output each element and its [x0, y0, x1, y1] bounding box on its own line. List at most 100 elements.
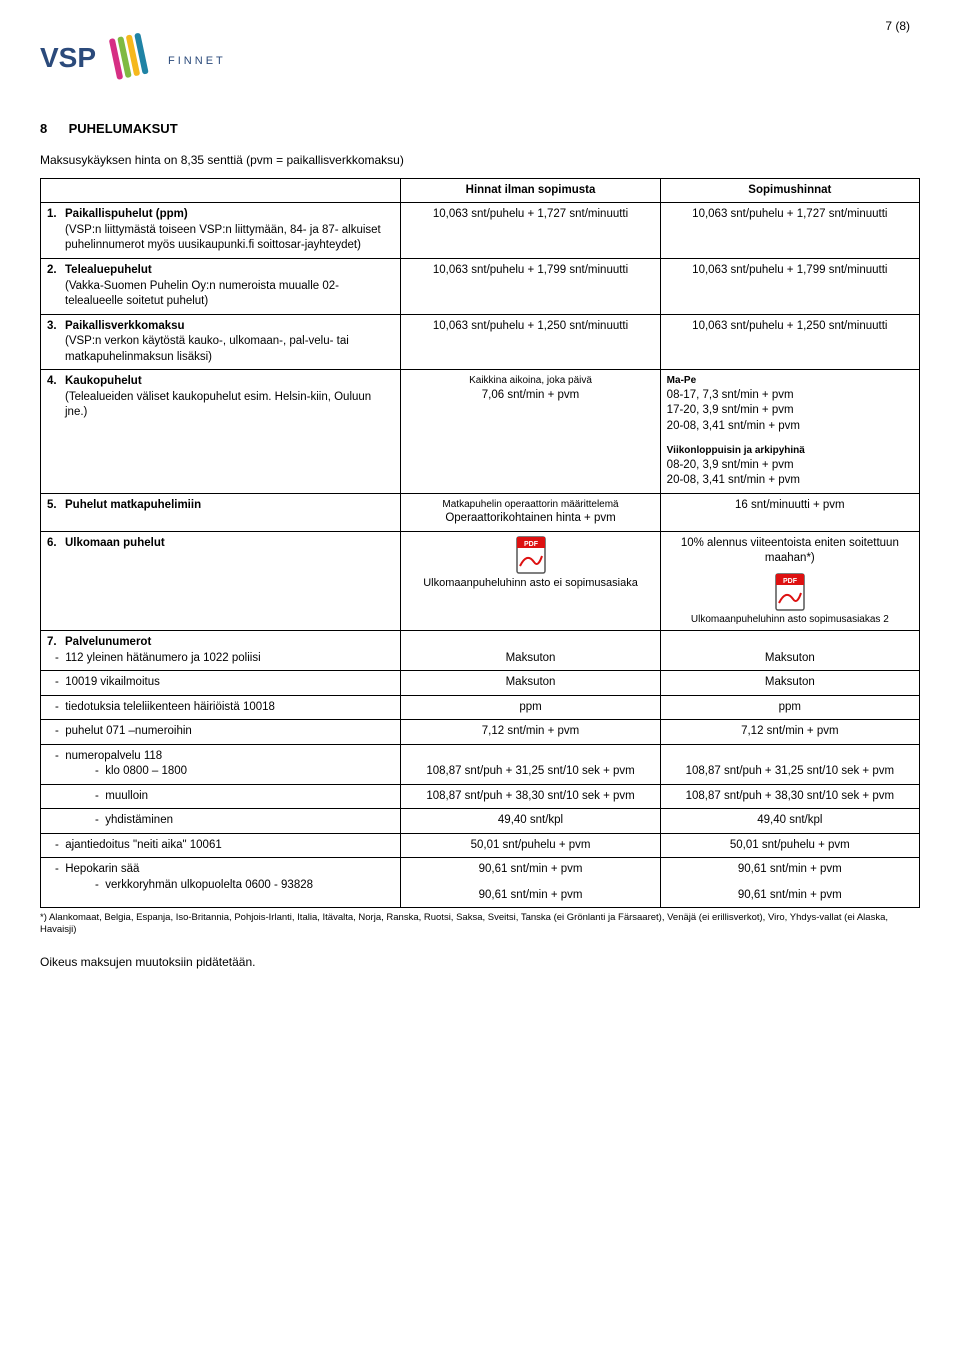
row-number: 2. — [47, 263, 65, 310]
list-item-label: numeropalvelu 118 — [65, 750, 162, 762]
intro-text: Maksusykäyksen hinta on 8,35 senttiä (pv… — [40, 152, 920, 168]
list-item-right: 7,12 snt/min + pvm — [660, 720, 919, 745]
row-right: 16 snt/minuutti + pvm — [660, 493, 919, 531]
list-item-label: Hepokarin sää — [65, 863, 139, 875]
footnote: *) Alankomaat, Belgia, Espanja, Iso-Brit… — [40, 912, 920, 936]
sub-item-mid: 108,87 snt/puh + 31,25 snt/10 sek + pvm — [401, 744, 660, 784]
list-item-mid: 7,12 snt/min + pvm — [401, 720, 660, 745]
row-number: 7. — [47, 635, 65, 651]
sub-item-right: 108,87 snt/puh + 31,25 snt/10 sek + pvm — [660, 744, 919, 784]
row-right-a: 08-17, 7,3 snt/min + pvm 17-20, 3,9 snt/… — [667, 388, 913, 435]
list-item-label: 112 yleinen hätänumero ja 1022 poliisi — [65, 652, 260, 664]
row-desc: (Telealueiden väliset kaukopuhelut esim.… — [65, 391, 371, 419]
sub-item-right: 108,87 snt/puh + 38,30 snt/10 sek + pvm — [660, 784, 919, 809]
row-number: 1. — [47, 207, 65, 254]
list-item-mid: Maksuton — [401, 631, 660, 671]
row-desc: (VSP:n liittymästä toiseen VSP:n liittym… — [65, 224, 381, 252]
pdf-icon: PDF — [773, 573, 807, 611]
sub-item-right: 49,40 snt/kpl — [660, 809, 919, 834]
row-mid: 10,063 snt/puhelu + 1,727 snt/minuutti — [401, 203, 660, 259]
row-mid: Operaattorikohtainen hinta + pvm — [407, 511, 653, 527]
table-row: 1. Paikallispuhelut (ppm) (VSP:n liittym… — [41, 203, 920, 259]
logo-glyph-icon — [104, 30, 156, 86]
row-title: Puhelut matkapuhelimiin — [65, 498, 394, 514]
section-title: PUHELUMAKSUT — [69, 120, 178, 138]
row-title: Kaukopuhelut — [65, 375, 142, 387]
section-heading: 8 PUHELUMAKSUT — [40, 120, 920, 138]
header-desc — [41, 178, 401, 203]
row-title: Paikallisverkkomaksu — [65, 320, 185, 332]
row-mid: 10,063 snt/puhelu + 1,250 snt/minuutti — [401, 314, 660, 370]
logo: VSP FINNET — [40, 30, 920, 86]
table-row: 4. Kaukopuhelut (Telealueiden väliset ka… — [41, 370, 920, 494]
row-number: 6. — [47, 536, 65, 552]
list-item-label: 10019 vikailmoitus — [65, 676, 160, 688]
list-item-label: puhelut 071 –numeroihin — [65, 725, 192, 737]
svg-text:PDF: PDF — [783, 578, 798, 585]
list-item-right: Maksuton — [660, 631, 919, 671]
sub-item-mid: 49,40 snt/kpl — [401, 809, 660, 834]
row-title: Ulkomaan puhelut — [65, 536, 394, 552]
list-item-mid: 50,01 snt/puhelu + pvm — [401, 833, 660, 858]
row-number: 3. — [47, 319, 65, 366]
row-right: 10,063 snt/puhelu + 1,799 snt/minuutti — [660, 258, 919, 314]
row-title: Palvelunumerot — [65, 635, 394, 651]
page-number: 7 (8) — [885, 18, 910, 34]
row-right-small-b: Viikonloppuisin ja arkipyhinä — [667, 444, 913, 458]
list-item-mid: 90,61 snt/min + pvm — [407, 862, 653, 878]
closing-text: Oikeus maksujen muutoksiin pidätetään. — [40, 954, 920, 970]
list-item-label: ajantiedoitus "neiti aika" 10061 — [65, 839, 222, 851]
row-right-small-a: Ma-Pe — [667, 374, 913, 388]
sub-item-label: muulloin — [105, 790, 148, 802]
list-item-label: tiedotuksia teleliikenteen häiriöistä 10… — [65, 701, 275, 713]
sub-item-label: verkkoryhmän ulkopuolelta 0600 - 93828 — [105, 879, 313, 891]
sub-item-right: 90,61 snt/min + pvm — [667, 888, 913, 904]
row-right-b: 08-20, 3,9 snt/min + pvm 20-08, 3,41 snt… — [667, 458, 913, 489]
svg-text:PDF: PDF — [524, 541, 539, 548]
table-row: - tiedotuksia teleliikenteen häiriöistä … — [41, 695, 920, 720]
header-mid: Hinnat ilman sopimusta — [401, 178, 660, 203]
table-row: 2. Telealuepuhelut (Vakka-Suomen Puhelin… — [41, 258, 920, 314]
table-row: 6. Ulkomaan puhelut PDF Ulkomaanpuheluhi… — [41, 531, 920, 631]
list-item-right: 50,01 snt/puhelu + pvm — [660, 833, 919, 858]
logo-text: VSP — [40, 39, 96, 77]
row-desc: (Vakka-Suomen Puhelin Oy:n numeroista mu… — [65, 280, 339, 308]
sub-item-mid: 90,61 snt/min + pvm — [407, 888, 653, 904]
table-row: 3. Paikallisverkkomaksu (VSP:n verkon kä… — [41, 314, 920, 370]
row-right: 10,063 snt/puhelu + 1,250 snt/minuutti — [660, 314, 919, 370]
section-number: 8 — [40, 121, 47, 136]
logo-sub: FINNET — [168, 54, 226, 69]
table-row: - ajantiedoitus "neiti aika" 10061 50,01… — [41, 833, 920, 858]
row-number: 5. — [47, 498, 65, 514]
row-mid: 7,06 snt/min + pvm — [407, 388, 653, 404]
table-row: 5. Puhelut matkapuhelimiin Matkapuhelin … — [41, 493, 920, 531]
row-title: Paikallispuhelut (ppm) — [65, 208, 188, 220]
table-row: - 10019 vikailmoitus Maksuton Maksuton — [41, 671, 920, 696]
sub-item-label: klo 0800 – 1800 — [105, 765, 187, 777]
table-row: - Hepokarin sää - verkkoryhmän ulkopuole… — [41, 858, 920, 908]
row-number: 4. — [47, 374, 65, 421]
list-item-right: 90,61 snt/min + pvm — [667, 862, 913, 878]
pdf-caption: Ulkomaanpuheluhinn asto ei sopimusasiaka — [423, 576, 638, 591]
price-table: Hinnat ilman sopimusta Sopimushinnat 1. … — [40, 178, 920, 908]
pdf-icon: PDF — [514, 536, 548, 574]
table-row: - yhdistäminen 49,40 snt/kpl 49,40 snt/k… — [41, 809, 920, 834]
row-right: 10% alennus viiteentoista eniten soitett… — [667, 536, 913, 567]
pdf-caption: Ulkomaanpuheluhinn asto sopimusasiakas 2 — [691, 613, 889, 627]
sub-item-mid: 108,87 snt/puh + 38,30 snt/10 sek + pvm — [401, 784, 660, 809]
row-mid: 10,063 snt/puhelu + 1,799 snt/minuutti — [401, 258, 660, 314]
table-row: - puhelut 071 –numeroihin 7,12 snt/min +… — [41, 720, 920, 745]
list-item-mid: ppm — [401, 695, 660, 720]
list-item-mid: Maksuton — [401, 671, 660, 696]
list-item-right: Maksuton — [660, 671, 919, 696]
table-row: 7. Palvelunumerot - 112 yleinen hätänume… — [41, 631, 920, 671]
row-title: Telealuepuhelut — [65, 264, 152, 276]
table-row: - numeropalvelu 118 - klo 0800 – 1800 10… — [41, 744, 920, 784]
row-desc: (VSP:n verkon käytöstä kauko-, ulkomaan-… — [65, 335, 349, 363]
list-item-right: ppm — [660, 695, 919, 720]
table-row: - muulloin 108,87 snt/puh + 38,30 snt/10… — [41, 784, 920, 809]
row-right: 10,063 snt/puhelu + 1,727 snt/minuutti — [660, 203, 919, 259]
row-mid-small: Matkapuhelin operaattorin määrittelemä — [407, 498, 653, 512]
header-right: Sopimushinnat — [660, 178, 919, 203]
sub-item-label: yhdistäminen — [105, 814, 173, 826]
